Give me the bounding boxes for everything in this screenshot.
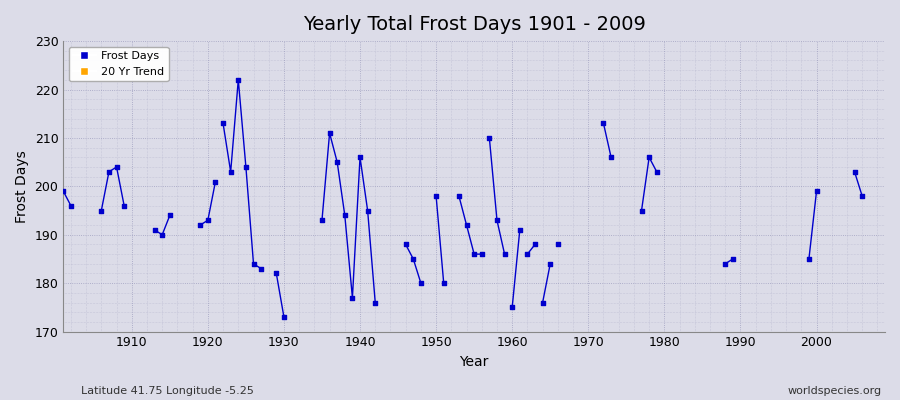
- Point: [536, 299, 550, 306]
- Point: [330, 159, 345, 165]
- Title: Yearly Total Frost Days 1901 - 2009: Yearly Total Frost Days 1901 - 2009: [302, 15, 645, 34]
- Point: [551, 241, 565, 248]
- Point: [429, 193, 444, 199]
- Point: [368, 299, 382, 306]
- Point: [848, 169, 862, 175]
- Point: [102, 169, 116, 175]
- Point: [809, 188, 824, 194]
- Point: [505, 304, 519, 310]
- Legend: Frost Days, 20 Yr Trend: Frost Days, 20 Yr Trend: [68, 47, 168, 81]
- Point: [474, 251, 489, 257]
- Point: [254, 266, 268, 272]
- X-axis label: Year: Year: [460, 355, 489, 369]
- Point: [238, 164, 253, 170]
- Point: [231, 77, 246, 83]
- Point: [216, 120, 230, 127]
- Point: [725, 256, 740, 262]
- Point: [148, 227, 162, 233]
- Point: [276, 314, 291, 320]
- Point: [117, 202, 131, 209]
- Point: [322, 130, 337, 136]
- Point: [459, 222, 473, 228]
- Text: worldspecies.org: worldspecies.org: [788, 386, 882, 396]
- Point: [201, 217, 215, 224]
- Point: [64, 202, 78, 209]
- Point: [56, 188, 70, 194]
- Point: [193, 222, 207, 228]
- Point: [642, 154, 656, 160]
- Point: [414, 280, 428, 286]
- Text: Latitude 41.75 Longitude -5.25: Latitude 41.75 Longitude -5.25: [81, 386, 254, 396]
- Point: [360, 207, 374, 214]
- Point: [490, 217, 504, 224]
- Point: [399, 241, 413, 248]
- Point: [353, 154, 367, 160]
- Point: [604, 154, 618, 160]
- Point: [247, 261, 261, 267]
- Point: [527, 241, 542, 248]
- Point: [543, 261, 557, 267]
- Point: [650, 169, 664, 175]
- Point: [467, 251, 482, 257]
- Point: [597, 120, 611, 127]
- Point: [155, 232, 169, 238]
- Point: [718, 261, 733, 267]
- Point: [346, 294, 360, 301]
- Point: [163, 212, 177, 218]
- Point: [498, 251, 512, 257]
- Point: [452, 193, 466, 199]
- Point: [94, 207, 109, 214]
- Y-axis label: Frost Days: Frost Days: [15, 150, 29, 223]
- Point: [406, 256, 420, 262]
- Point: [436, 280, 451, 286]
- Point: [634, 207, 649, 214]
- Point: [208, 178, 222, 185]
- Point: [223, 169, 238, 175]
- Point: [269, 270, 284, 277]
- Point: [520, 251, 535, 257]
- Point: [110, 164, 124, 170]
- Point: [482, 135, 497, 141]
- Point: [315, 217, 329, 224]
- Point: [338, 212, 352, 218]
- Point: [855, 193, 869, 199]
- Point: [513, 227, 527, 233]
- Point: [802, 256, 816, 262]
